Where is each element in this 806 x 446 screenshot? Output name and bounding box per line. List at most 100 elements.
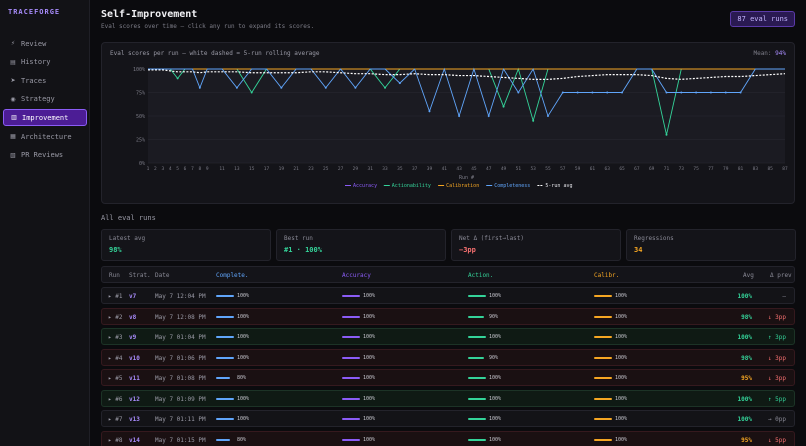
data-point: [502, 105, 505, 108]
legend-entry[interactable]: Completeness: [494, 183, 530, 189]
sidebar-item-pr-reviews[interactable]: ▧ PR Reviews: [3, 147, 87, 164]
row-date: May 7 01:09 PM: [155, 395, 206, 403]
row-avg: 98%: [741, 313, 752, 321]
row-strategy: v12: [129, 395, 140, 403]
x-tick-label: 21: [293, 166, 299, 172]
x-tick-label: 73: [679, 166, 685, 172]
score-bar-action: [468, 356, 484, 359]
y-tick-label: 25%: [136, 138, 145, 144]
table-row[interactable]: ▸ #5 v11 May 7 01:08 PM 80% 100% 100% 100% 95% ↓…: [101, 369, 795, 386]
sidebar-item-architecture[interactable]: ▦ Architecture: [3, 128, 87, 145]
x-tick-label: 7: [191, 166, 194, 172]
score-value-action: 100%: [489, 375, 502, 381]
row-avg: 95%: [741, 375, 752, 382]
data-point: [354, 86, 357, 89]
row-delta-prev: ↑ 3pp: [767, 334, 786, 341]
score-value-calibr: 100%: [615, 375, 628, 381]
score-bar-calibr: [594, 418, 612, 420]
row-run[interactable]: ▸ #1: [108, 293, 123, 300]
row-run[interactable]: ▸ #2: [108, 313, 123, 321]
table-header: Run Strat. Date Complete. Accuracy Actio…: [101, 266, 795, 283]
data-point: [398, 82, 401, 85]
score-bar-complete: [216, 336, 234, 338]
brand-logo[interactable]: TRACEFORGE: [8, 8, 61, 16]
x-tick-label: 37: [412, 166, 418, 172]
score-bar-complete: [216, 295, 234, 297]
row-strategy: v9: [129, 334, 137, 341]
score-value-calibr: 100%: [615, 436, 628, 443]
row-run[interactable]: ▸ #5: [108, 375, 123, 382]
table-row[interactable]: ▸ #2 v8 May 7 12:08 PM 100% 100% 90% 100% 98% ↓ …: [101, 307, 795, 325]
x-tick-label: 43: [456, 166, 462, 172]
x-tick-label: 23: [308, 166, 314, 172]
data-point: [739, 91, 742, 94]
x-tick-label: 57: [560, 166, 566, 172]
row-delta-prev: ↑ 5pp: [767, 395, 786, 403]
x-axis-label: Run #: [459, 175, 474, 181]
row-strategy: v7: [129, 293, 137, 300]
col-complete[interactable]: Complete.: [216, 272, 249, 279]
x-tick-label: 67: [634, 166, 640, 172]
scores-line-chart[interactable]: 0%25%50%75%100%1 2 3 4 5 6 7 8 9 11 13 15 17 19 21 23 25…: [102, 43, 796, 205]
table-row[interactable]: ▸ #3 v9 May 7 01:04 PM 100% 100% 100% 100% 100%…: [101, 328, 795, 345]
row-run[interactable]: ▸ #3: [108, 334, 123, 341]
score-bar-complete: [216, 397, 234, 400]
stat-label: Regressions: [634, 235, 674, 242]
x-tick-label: 11: [219, 166, 225, 172]
score-value-accuracy: 100%: [363, 313, 376, 320]
table-row[interactable]: ▸ #4 v10 May 7 01:06 PM 100% 100% 90% 100% 98% ↓…: [101, 348, 795, 366]
data-point: [709, 91, 712, 94]
x-tick-label: 17: [264, 166, 270, 172]
sidebar-item-history[interactable]: ▤ History: [3, 54, 87, 71]
col-avg[interactable]: Avg: [743, 272, 754, 279]
row-avg: 100%: [737, 293, 752, 300]
col-calibr[interactable]: Calibr.: [594, 272, 620, 279]
row-run[interactable]: ▸ #6: [108, 395, 123, 403]
x-tick-label: 1: [147, 166, 150, 172]
score-value-accuracy: 100%: [363, 334, 376, 340]
sidebar-item-strategy[interactable]: ◉ Strategy: [3, 91, 87, 108]
data-point: [665, 133, 668, 136]
col-run[interactable]: Run: [109, 272, 120, 279]
y-tick-label: 75%: [136, 91, 145, 97]
col-action[interactable]: Action.: [468, 272, 494, 279]
table-row[interactable]: ▸ #7 v13 May 7 01:11 PM 100% 100% 100% 100% 100…: [101, 410, 795, 427]
legend-entry[interactable]: Actionability: [392, 183, 431, 189]
score-bar-complete: [216, 315, 234, 318]
row-run[interactable]: ▸ #8: [108, 436, 123, 444]
score-value-accuracy: 100%: [363, 375, 376, 381]
x-tick-label: 13: [234, 166, 240, 172]
sidebar-item-review[interactable]: ⚡ Review: [3, 35, 87, 52]
col-prev[interactable]: Δ prev: [770, 272, 792, 279]
row-run[interactable]: ▸ #7: [108, 416, 123, 423]
legend-entry[interactable]: Accuracy: [353, 183, 377, 189]
x-tick-label: 3: [161, 166, 164, 172]
sidebar-item-improvement[interactable]: ▥ Improvement: [3, 109, 87, 127]
x-tick-label: 2: [154, 166, 157, 172]
sidebar-item-traces[interactable]: ➤ Traces: [3, 72, 87, 89]
legend-entry[interactable]: Calibration: [446, 183, 479, 189]
x-tick-label: 83: [753, 166, 759, 172]
table-row[interactable]: ▸ #8 v14 May 7 01:15 PM 80% 100% 100% 100% 95% ↓…: [101, 430, 795, 446]
table-row[interactable]: ▸ #6 v12 May 7 01:09 PM 100% 100% 100% 100% 100…: [101, 389, 795, 407]
table-row[interactable]: ▸ #1 v7 May 7 12:04 PM 100% 100% 100% 100% 100%…: [101, 287, 795, 304]
legend-entry[interactable]: 5-run avg: [545, 183, 572, 189]
col-strat[interactable]: Strat.: [129, 272, 151, 279]
score-value-complete: 100%: [237, 293, 250, 299]
score-bar-complete: [216, 377, 230, 379]
score-bar-action: [468, 315, 484, 318]
row-strategy: v14: [129, 436, 140, 444]
chart-mean-label: Mean:: [753, 50, 772, 57]
x-tick-label: 25: [323, 166, 329, 172]
x-tick-label: 85: [767, 166, 773, 172]
row-date: May 7 01:04 PM: [155, 334, 206, 341]
col-accuracy[interactable]: Accuracy: [342, 272, 371, 279]
row-strategy: v10: [129, 354, 140, 362]
stat-label: Net Δ (first→last): [459, 235, 525, 242]
row-run[interactable]: ▸ #4: [108, 354, 123, 362]
architecture-icon: ▦: [10, 133, 16, 140]
sidebar-item-label: Review: [21, 39, 47, 48]
x-tick-label: 51: [516, 166, 522, 172]
stat-card: Net Δ (first→last) −3pp: [451, 229, 621, 261]
col-date[interactable]: Date: [155, 272, 170, 279]
